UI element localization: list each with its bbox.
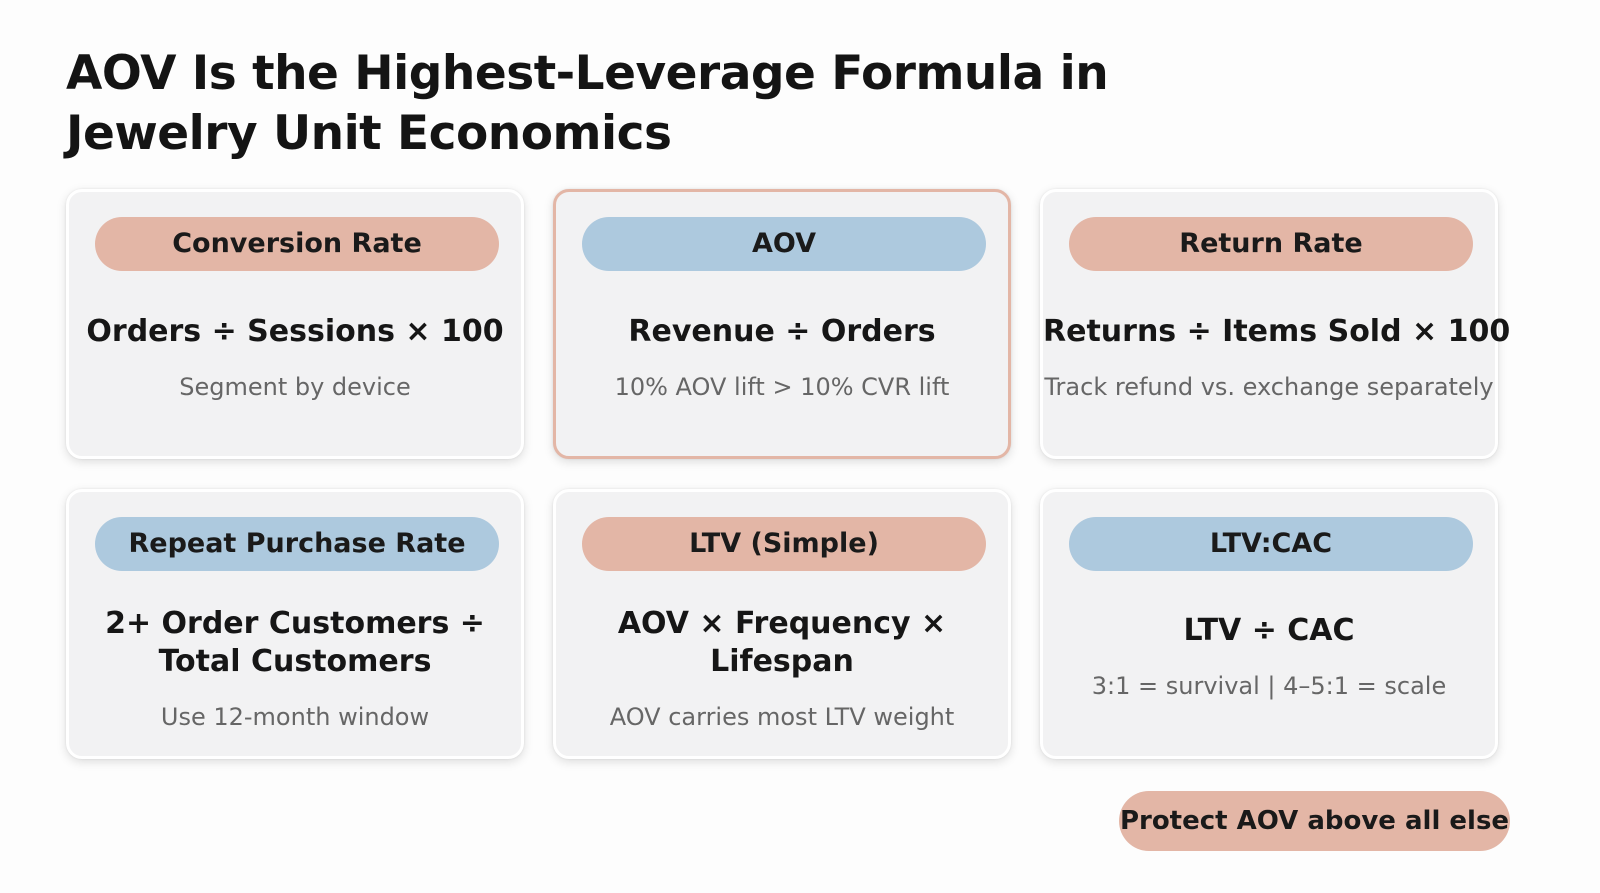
card-label-ltv-cac: LTV:CAC [1069, 517, 1473, 571]
slide-title-line-1: AOV Is the Highest-Leverage Formula in [66, 46, 1109, 101]
note-conversion-rate: Segment by device [179, 373, 411, 401]
card-label-aov: AOV [582, 217, 986, 271]
card-repeat-purchase-rate: Repeat Purchase Rate 2+ Order Customers … [66, 489, 524, 759]
formula-aov: Revenue ÷ Orders [556, 313, 1008, 351]
card-ltv-simple: LTV (Simple) AOV × Frequency × Lifespan … [553, 489, 1011, 759]
formula-ltv-simple: AOV × Frequency × Lifespan [556, 605, 1008, 681]
note-ltv-cac: 3:1 = survival | 4–5:1 = scale [1091, 672, 1447, 700]
card-ltv-cac: LTV:CAC LTV ÷ CAC 3:1 = survival | 4–5:1… [1040, 489, 1498, 759]
card-label-return-rate: Return Rate [1069, 217, 1473, 271]
note-ltv-simple: AOV carries most LTV weight [609, 703, 955, 731]
formula-line: Lifespan [710, 644, 854, 679]
formula-line: Orders ÷ Sessions × 100 [86, 314, 504, 349]
card-return-rate: Return Rate Returns ÷ Items Sold × 100 T… [1040, 189, 1511, 459]
formula-line: Revenue ÷ Orders [628, 314, 936, 349]
formula-ltv-cac: LTV ÷ CAC [1043, 612, 1495, 650]
card-label-ltv-simple: LTV (Simple) [582, 517, 986, 571]
slide-title-line-2: Jewelry Unit Economics [66, 106, 672, 161]
note-aov: 10% AOV lift > 10% CVR lift [614, 373, 950, 401]
formula-line: Total Customers [158, 644, 432, 679]
card-conversion-rate: Conversion Rate Orders ÷ Sessions × 100 … [66, 189, 524, 459]
formula-line: Returns ÷ Items Sold × 100 [1043, 314, 1511, 349]
formula-return-rate: Returns ÷ Items Sold × 100 [1043, 313, 1511, 351]
card-aov: AOV Revenue ÷ Orders 10% AOV lift > 10% … [553, 189, 1011, 459]
card-label-conversion-rate: Conversion Rate [95, 217, 499, 271]
card-label-repeat-purchase-rate: Repeat Purchase Rate [95, 517, 499, 571]
formula-line: LTV ÷ CAC [1183, 613, 1355, 648]
formula-repeat-purchase-rate: 2+ Order Customers ÷ Total Customers [69, 605, 521, 681]
formula-conversion-rate: Orders ÷ Sessions × 100 [69, 313, 521, 351]
slide-title: AOV Is the Highest-Leverage Formula in J… [66, 44, 1166, 164]
takeaway-badge: Protect AOV above all else [1119, 791, 1510, 851]
note-return-rate: Track refund vs. exchange separately [1044, 373, 1494, 401]
formula-line: AOV × Frequency × [617, 606, 947, 641]
formula-line: 2+ Order Customers ÷ [105, 606, 485, 641]
note-repeat-purchase-rate: Use 12-month window [160, 703, 430, 731]
